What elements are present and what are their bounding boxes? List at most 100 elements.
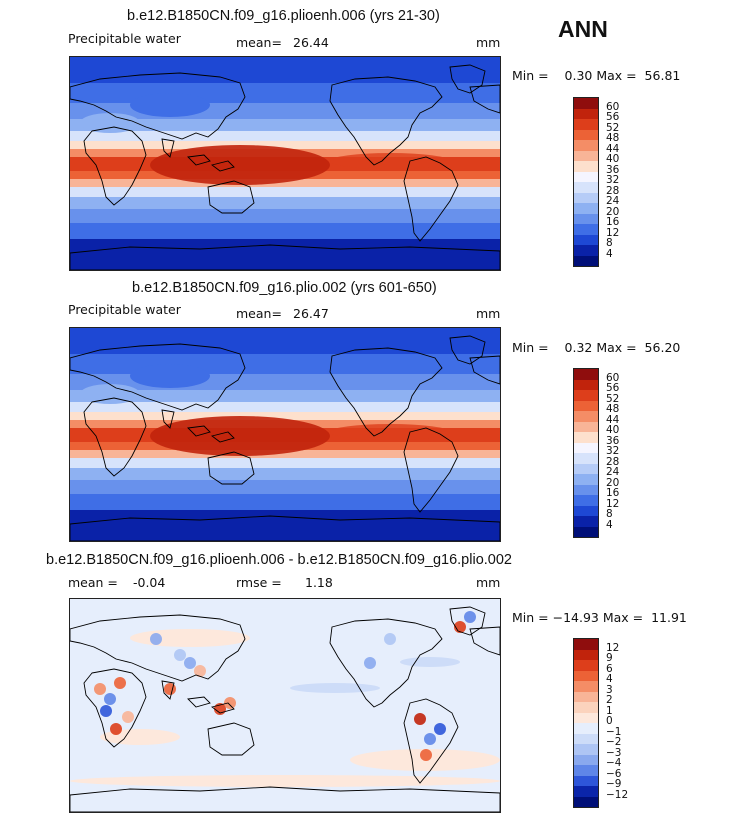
- colorbar-tick-label: 44: [606, 413, 620, 426]
- panel2-colorbar: [573, 368, 599, 538]
- colorbar-swatch: [574, 505, 598, 516]
- colorbar-swatch: [574, 691, 598, 702]
- panel3-rmse-label: rmse =: [236, 575, 282, 590]
- colorbar-tick-label: 16: [606, 216, 620, 228]
- colorbar-swatch: [574, 453, 598, 464]
- colorbar-swatch: [574, 723, 598, 734]
- colorbar-tick-label: 52: [606, 392, 620, 405]
- colorbar-tick-label: 48: [606, 132, 620, 144]
- colorbar-tick-label: −3: [606, 746, 622, 759]
- colorbar-swatch: [574, 765, 598, 776]
- panel3-title: b.e12.B1850CN.f09_g16.plioenh.006 - b.e1…: [46, 552, 512, 568]
- colorbar-tick-label: 48: [606, 403, 620, 415]
- colorbar-tick-label: −12: [606, 788, 629, 801]
- panel1-map: [69, 56, 501, 271]
- colorbar-tick-label: 3: [606, 683, 613, 696]
- colorbar-swatch: [574, 744, 598, 755]
- colorbar-tick-label: 44: [606, 142, 620, 155]
- colorbar-swatch: [574, 213, 598, 224]
- panel2-stat-value: 26.47: [293, 306, 329, 321]
- colorbar-tick-label: 32: [606, 445, 620, 457]
- colorbar-swatch: [574, 245, 598, 256]
- panel2-map-field: [70, 328, 500, 541]
- colorbar-tick-label: 12: [606, 641, 620, 654]
- colorbar-tick-label: 60: [606, 371, 620, 384]
- colorbar-swatch: [574, 379, 598, 390]
- colorbar-swatch: [574, 224, 598, 235]
- colorbar-tick-label: 12: [606, 497, 620, 510]
- colorbar-swatch: [574, 108, 598, 119]
- panel1-units: mm: [476, 35, 501, 50]
- panel3-rmse-value: 1.18: [305, 575, 333, 590]
- panel3-stat-value: -0.04: [133, 575, 166, 590]
- colorbar-swatch: [574, 140, 598, 151]
- colorbar-swatch: [574, 161, 598, 172]
- panel3-colorbar: [573, 638, 599, 808]
- colorbar-tick-label: 2: [606, 694, 613, 706]
- colorbar-swatch: [574, 192, 598, 203]
- panel1-colorbar: [573, 97, 599, 267]
- panel1-colorbar-labels: 60 56 52 48 44 40 36 32 28 24 20 16 12 8 4: [606, 97, 646, 265]
- colorbar-swatch: [574, 369, 598, 380]
- colorbar-tick-label: 12: [606, 226, 620, 239]
- panel3-colorbar-labels: 12 9 6 4 3 2 1 0 −1 −2 −3 −4 −6 −9 −12: [606, 638, 646, 806]
- colorbar-tick-label: 40: [606, 424, 620, 436]
- colorbar-swatch: [574, 98, 598, 109]
- panel1-map-field: [70, 57, 500, 270]
- colorbar-tick-label: 1: [606, 704, 613, 717]
- colorbar-tick-label: 16: [606, 487, 620, 499]
- colorbar-swatch: [574, 495, 598, 506]
- colorbar-swatch: [574, 171, 598, 182]
- colorbar-tick-label: 6: [606, 662, 613, 675]
- colorbar-swatch: [574, 129, 598, 140]
- colorbar-swatch: [574, 234, 598, 245]
- colorbar-tick-label: 24: [606, 195, 620, 207]
- colorbar-tick-label: 56: [606, 382, 620, 394]
- colorbar-swatch: [574, 442, 598, 453]
- colorbar-tick-label: 28: [606, 184, 620, 197]
- colorbar-swatch: [574, 702, 598, 713]
- colorbar-tick-label: 20: [606, 205, 620, 218]
- colorbar-swatch: [574, 649, 598, 660]
- colorbar-tick-label: 9: [606, 652, 613, 664]
- colorbar-tick-label: −2: [606, 736, 622, 748]
- panel2-minmax: Min = 0.32 Max = 56.20: [512, 340, 681, 355]
- colorbar-tick-label: −4: [606, 757, 622, 769]
- colorbar-tick-label: 60: [606, 100, 620, 113]
- colorbar-swatch: [574, 670, 598, 681]
- colorbar-tick-label: 36: [606, 163, 620, 176]
- colorbar-tick-label: 8: [606, 508, 613, 520]
- colorbar-swatch: [574, 119, 598, 130]
- colorbar-tick-label: 28: [606, 455, 620, 468]
- colorbar-tick-label: 40: [606, 153, 620, 165]
- panel3-map: [69, 598, 501, 813]
- colorbar-swatch: [574, 786, 598, 797]
- colorbar-tick-label: 4: [606, 518, 613, 531]
- panel2-title: b.e12.B1850CN.f09_g16.plio.002 (yrs 601-…: [132, 280, 437, 296]
- panel3-units: mm: [476, 575, 501, 590]
- colorbar-tick-label: 32: [606, 174, 620, 186]
- colorbar-tick-label: 4: [606, 673, 613, 685]
- colorbar-swatch: [574, 775, 598, 786]
- panel2-map: [69, 327, 501, 542]
- colorbar-swatch: [574, 150, 598, 161]
- colorbar-tick-label: 20: [606, 476, 620, 489]
- panel2-colorbar-labels: 60 56 52 48 44 40 36 32 28 24 20 16 12 8 4: [606, 368, 646, 536]
- colorbar-tick-label: 4: [606, 247, 613, 260]
- colorbar-swatch: [574, 255, 598, 266]
- panel1-stat-value: 26.44: [293, 35, 329, 50]
- panel1-variable: Precipitable water: [68, 31, 181, 46]
- colorbar-swatch: [574, 796, 598, 807]
- colorbar-swatch: [574, 411, 598, 422]
- panel1-stat-label: mean=: [236, 35, 282, 50]
- colorbar-swatch: [574, 712, 598, 723]
- panel3-stat-label: mean =: [68, 575, 118, 590]
- panel3-map-field: [70, 599, 500, 812]
- colorbar-swatch: [574, 484, 598, 495]
- colorbar-swatch: [574, 463, 598, 474]
- colorbar-swatch: [574, 390, 598, 401]
- colorbar-swatch: [574, 421, 598, 432]
- colorbar-tick-label: 8: [606, 237, 613, 249]
- colorbar-swatch: [574, 639, 598, 650]
- colorbar-swatch: [574, 660, 598, 671]
